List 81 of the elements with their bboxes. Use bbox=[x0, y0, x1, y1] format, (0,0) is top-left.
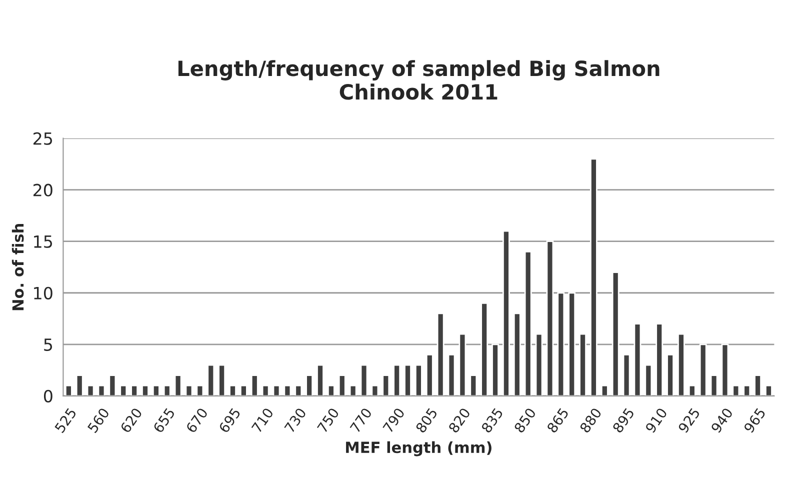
bar bbox=[250, 374, 258, 396]
bar bbox=[492, 344, 499, 396]
bar bbox=[130, 384, 138, 396]
bar bbox=[557, 292, 565, 396]
bar bbox=[590, 158, 598, 396]
bar bbox=[240, 384, 248, 396]
bar bbox=[371, 384, 379, 396]
bar bbox=[710, 374, 718, 396]
bar bbox=[699, 344, 707, 396]
bar bbox=[448, 354, 456, 396]
bar bbox=[327, 384, 335, 396]
bar bbox=[98, 384, 106, 396]
bar bbox=[612, 272, 620, 396]
bar bbox=[163, 384, 171, 396]
bar bbox=[142, 384, 149, 396]
y-tick-label: 15 bbox=[34, 236, 52, 248]
bar bbox=[306, 374, 314, 396]
bar bbox=[404, 364, 412, 396]
bar bbox=[458, 333, 466, 396]
bar bbox=[754, 374, 762, 396]
bar bbox=[524, 250, 532, 396]
bar bbox=[218, 364, 226, 396]
bar bbox=[732, 384, 740, 396]
x-tick-label: 620 bbox=[120, 407, 143, 434]
bar bbox=[721, 344, 729, 396]
bar bbox=[108, 374, 116, 396]
bar bbox=[76, 374, 84, 396]
bar bbox=[185, 384, 193, 396]
bar bbox=[338, 374, 346, 396]
bar bbox=[86, 384, 94, 396]
bar bbox=[316, 364, 324, 396]
bar bbox=[64, 384, 72, 396]
x-tick-label: 770 bbox=[350, 407, 372, 434]
bar bbox=[229, 384, 236, 396]
bar bbox=[765, 384, 772, 396]
bar bbox=[393, 364, 401, 396]
bar bbox=[382, 374, 390, 396]
y-tick-label: 20 bbox=[33, 184, 52, 196]
y-tick-label: 5 bbox=[44, 338, 52, 351]
bar bbox=[470, 374, 478, 396]
bar bbox=[414, 364, 422, 396]
bar bbox=[349, 384, 357, 396]
x-tick-label: 670 bbox=[185, 407, 208, 434]
bar bbox=[622, 354, 630, 396]
bar bbox=[480, 302, 488, 396]
bar bbox=[196, 384, 204, 396]
bar bbox=[535, 333, 543, 396]
bar bbox=[634, 323, 642, 396]
x-tick-label: 750 bbox=[316, 407, 340, 434]
x-tick-label: 730 bbox=[284, 407, 307, 434]
bar bbox=[568, 292, 576, 396]
bar bbox=[207, 364, 215, 396]
bar bbox=[502, 230, 510, 396]
bar bbox=[120, 384, 128, 396]
y-tick-label: 0 bbox=[44, 390, 52, 402]
chart-title: Length/frequency of sampled Big Salmon Chinook 2011 bbox=[178, 60, 660, 100]
bar bbox=[666, 354, 674, 396]
bar bbox=[743, 384, 751, 396]
bar bbox=[436, 312, 444, 396]
bar bbox=[284, 384, 292, 396]
bar bbox=[294, 384, 302, 396]
x-tick-label: 710 bbox=[251, 407, 274, 434]
bar bbox=[174, 374, 182, 396]
bar bbox=[272, 384, 280, 396]
bar bbox=[678, 333, 685, 396]
bar bbox=[688, 384, 696, 396]
bar bbox=[546, 240, 554, 396]
x-tick-label: 790 bbox=[382, 407, 406, 434]
bar bbox=[579, 333, 586, 396]
bar bbox=[600, 384, 608, 396]
bar bbox=[360, 364, 368, 396]
y-tick-label: 25 bbox=[33, 132, 52, 145]
y-axis-title: No. of fish bbox=[12, 224, 24, 310]
bar bbox=[656, 323, 664, 396]
bar bbox=[513, 312, 521, 396]
bar bbox=[426, 354, 434, 396]
bar bbox=[644, 364, 652, 396]
bar bbox=[262, 384, 270, 396]
bar bbox=[152, 384, 160, 396]
x-axis-title: MEF length (mm) bbox=[346, 441, 492, 456]
y-tick-label: 10 bbox=[34, 286, 52, 300]
